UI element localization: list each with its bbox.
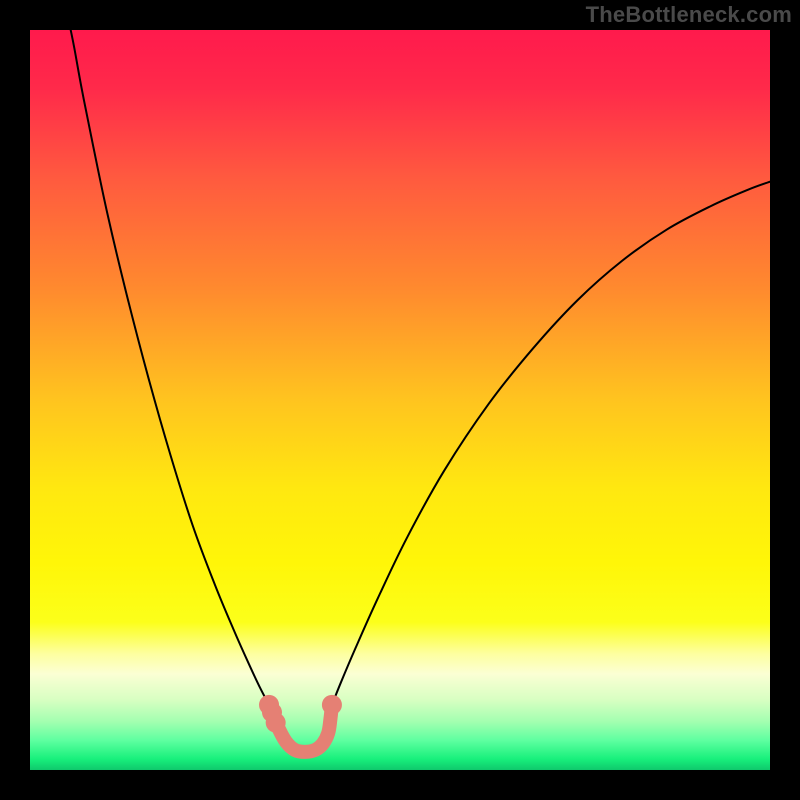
highlight-marker-2 <box>266 713 286 733</box>
watermark-text: TheBottleneck.com <box>586 2 792 28</box>
outer-frame: TheBottleneck.com <box>0 0 800 800</box>
chart-svg <box>30 30 770 770</box>
highlight-marker-3 <box>322 695 342 715</box>
gradient-background <box>30 30 770 770</box>
plot-area <box>30 30 770 770</box>
